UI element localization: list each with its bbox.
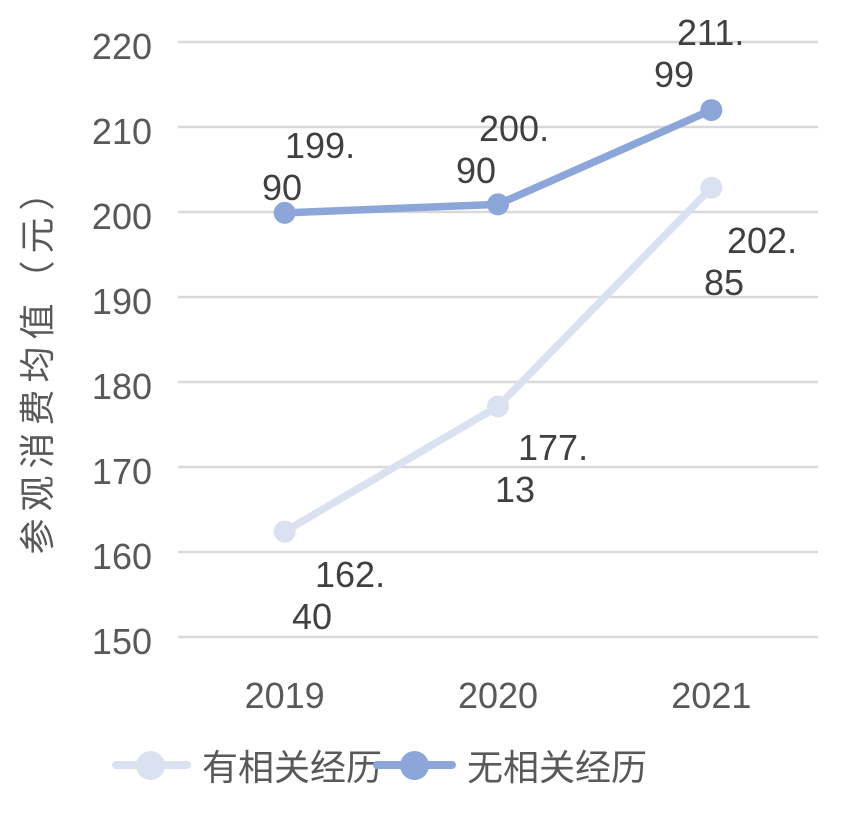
y-tick-label: 150 (91, 621, 152, 662)
data-point-marker (487, 395, 509, 418)
data-label: 200. 90 (456, 108, 549, 192)
data-label-line1: 177. (518, 427, 589, 468)
data-label: 162. 40 (292, 554, 385, 638)
data-label-line2: 90 (456, 150, 497, 191)
legend-label: 有相关经历 (202, 747, 383, 788)
data-label: 199. 90 (262, 125, 355, 209)
data-point-marker (700, 176, 723, 199)
data-point-marker (487, 193, 509, 216)
y-tick-label: 170 (91, 451, 152, 492)
data-label-line2: 40 (292, 596, 333, 637)
x-axis-label: 2021 (671, 675, 752, 716)
y-tick-label: 160 (91, 536, 152, 577)
data-point-marker (273, 201, 296, 224)
data-label-line1: 202. (727, 220, 798, 261)
legend-dot-marker (400, 751, 429, 780)
data-label-line2: 13 (495, 469, 536, 510)
y-tick-label: 190 (91, 281, 152, 322)
legend-dot-marker (136, 751, 165, 780)
data-label-line1: 162. (315, 554, 386, 595)
y-tick-label: 210 (91, 111, 152, 152)
data-label-line2: 99 (654, 54, 695, 95)
data-label-line1: 200. (479, 108, 550, 149)
data-point-marker (273, 520, 296, 543)
data-label-line2: 90 (262, 167, 303, 208)
y-tick-label: 220 (91, 26, 152, 67)
y-tick-label: 180 (91, 366, 152, 407)
data-label: 211. 99 (654, 12, 744, 96)
x-axis-label: 2019 (244, 675, 325, 716)
data-label: 177. 13 (495, 427, 588, 511)
data-label-line1: 211. (677, 12, 745, 53)
data-point-marker (700, 99, 723, 122)
data-label-line1: 199. (285, 125, 356, 166)
data-label: 202. 85 (704, 220, 797, 304)
legend-label: 无相关经历 (467, 747, 648, 788)
data-label-line2: 85 (704, 262, 745, 303)
x-axis-label: 2020 (457, 675, 539, 716)
y-tick-label: 200 (91, 196, 152, 237)
